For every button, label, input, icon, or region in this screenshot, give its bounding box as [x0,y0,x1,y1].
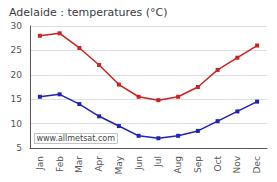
svg-text:Nov: Nov [232,155,242,173]
svg-text:Oct: Oct [213,156,223,172]
svg-text:May: May [114,155,124,174]
svg-text:Adelaide : temperatures (°C): Adelaide : temperatures (°C) [9,6,168,19]
svg-text:Jul: Jul [153,156,163,168]
svg-text:Sep: Sep [193,156,203,173]
svg-text:5: 5 [16,143,22,153]
svg-text:www.allmetsat.com: www.allmetsat.com [37,134,116,143]
svg-text:20: 20 [11,70,23,80]
svg-text:Mar: Mar [74,156,84,173]
svg-text:Dec: Dec [252,156,262,173]
svg-text:15: 15 [11,94,22,104]
svg-text:10: 10 [11,119,23,129]
svg-text:Apr: Apr [94,156,104,172]
svg-text:30: 30 [11,21,23,31]
svg-text:Aug: Aug [173,156,183,174]
svg-text:25: 25 [11,45,22,55]
svg-text:Feb: Feb [55,156,65,172]
svg-text:Jun: Jun [134,156,144,171]
svg-text:Jan: Jan [35,156,45,171]
